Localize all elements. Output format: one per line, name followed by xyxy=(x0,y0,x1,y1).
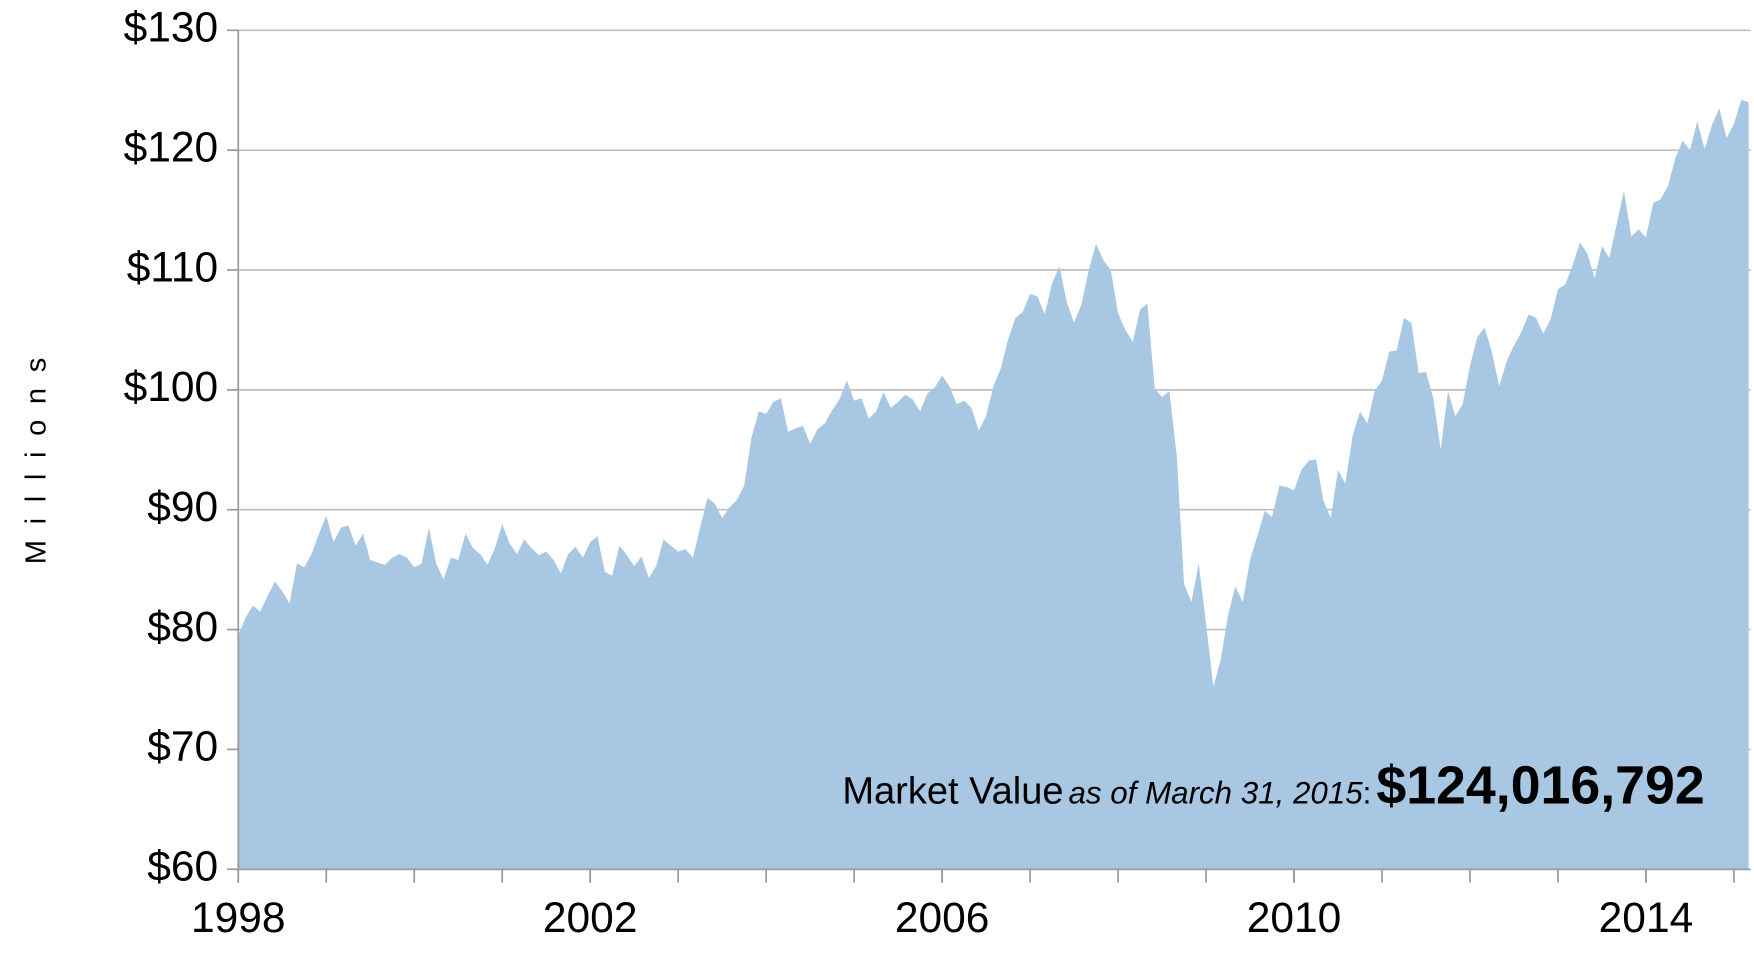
annotation-value: $124,016,792 xyxy=(1376,755,1704,815)
annotation-label: Market Value xyxy=(842,770,1063,812)
area xyxy=(238,99,1749,870)
axes: $60 $70 $80 $90 $100 $110 $120 $130 1998 2002 2006… xyxy=(124,5,1751,942)
annotation-sep: : xyxy=(1363,775,1372,810)
y-tick-label: $110 xyxy=(127,244,218,291)
x-tick-label: 2014 xyxy=(1599,895,1694,942)
x-tick-label: 2010 xyxy=(1247,895,1342,942)
y-tick-label: $130 xyxy=(124,5,219,52)
plot xyxy=(238,99,1749,870)
x-tick-label: 1998 xyxy=(191,895,286,942)
annotation: Market Value as of March 31, 2015: $124,… xyxy=(842,755,1704,815)
y-axis-label: Millions xyxy=(21,342,53,564)
x-tick-label: 2006 xyxy=(895,895,990,942)
x-tick-label: 2002 xyxy=(543,895,638,942)
y-tick-label: $70 xyxy=(147,724,218,771)
annotation-date: as of March 31, 2015 xyxy=(1069,775,1364,810)
y-tick-label: $90 xyxy=(147,484,218,531)
y-tick-label: $100 xyxy=(124,364,219,411)
y-tick-label: $120 xyxy=(124,124,219,171)
y-tick-label: $60 xyxy=(147,844,218,891)
y-tick-label: $80 xyxy=(147,604,218,651)
